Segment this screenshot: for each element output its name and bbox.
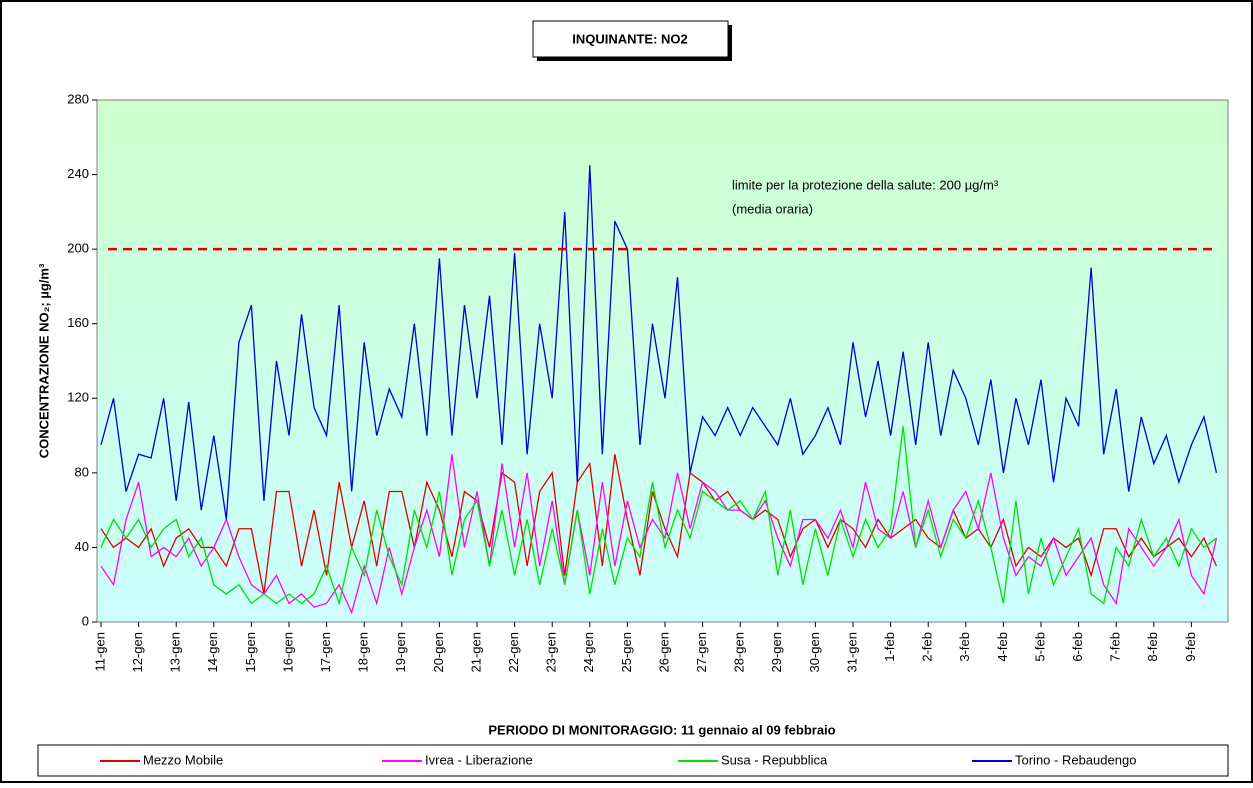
y-axis-label: CONCENTRAZIONE NO₂; µg/m³ [36,263,51,458]
x-tick-label: 8-feb [1145,632,1160,662]
series-line [100,454,1218,615]
y-tick-label: 80 [75,464,89,479]
x-tick-label: 3-feb [957,632,972,662]
x-tick-label: 12-gen [130,632,145,672]
x-tick-label: 22-gen [506,632,521,672]
plot-area [96,99,1229,623]
x-tick-label: 23-gen [544,632,559,672]
x-tick-label: 29-gen [769,632,784,672]
x-tick-label: 21-gen [468,632,483,672]
x-tick-label: 6-feb [1070,632,1085,662]
series-line [100,454,1218,595]
y-tick-label: 40 [75,539,89,554]
legend-label: Susa - Repubblica [721,752,828,767]
y-tick-label: 200 [67,241,89,256]
x-tick-label: 31-gen [844,632,859,672]
x-tick-label: 14-gen [205,632,220,672]
legend-box [37,744,1229,777]
legend-label: Torino - Rebaudengo [1015,752,1136,767]
x-tick-label: 25-gen [619,632,634,672]
x-tick-label: 28-gen [732,632,747,672]
y-tick-label: 160 [67,315,89,330]
x-tick-label: 24-gen [581,632,596,672]
annotation: (media oraria) [732,201,813,216]
x-tick-label: 27-gen [694,632,709,672]
x-tick-label: 13-gen [168,632,183,672]
x-tick-label: 19-gen [393,632,408,672]
y-tick-label: 280 [67,91,89,106]
x-tick-label: 16-gen [280,632,295,672]
series-line [100,426,1217,606]
x-tick-label: 4-feb [995,632,1010,662]
y-tick-label: 0 [82,613,89,628]
x-axis-label: PERIODO DI MONITORAGGIO: 11 gennaio al 0… [488,722,835,737]
x-tick-label: 15-gen [243,632,258,672]
legend-label: Mezzo Mobile [143,752,223,767]
x-tick-label: 7-feb [1108,632,1123,662]
x-tick-label: 26-gen [656,632,671,672]
series-line [100,165,1218,520]
x-tick-label: 18-gen [356,632,371,672]
chart-title: INQUINANTE: NO2 [572,31,688,46]
x-tick-label: 11-gen [92,632,107,672]
x-tick-label: 17-gen [318,632,333,672]
x-tick-label: 5-feb [1032,632,1047,662]
x-tick-label: 30-gen [807,632,822,672]
annotation: limite per la protezione della salute: 2… [732,177,999,192]
x-tick-label: 1-feb [882,632,897,662]
title-box [532,20,729,58]
x-tick-label: 2-feb [920,632,935,662]
x-tick-label: 9-feb [1183,632,1198,662]
legend-label: Ivrea - Liberazione [425,752,533,767]
x-tick-label: 20-gen [431,632,446,672]
y-tick-label: 240 [67,166,89,181]
y-tick-label: 120 [67,390,89,405]
